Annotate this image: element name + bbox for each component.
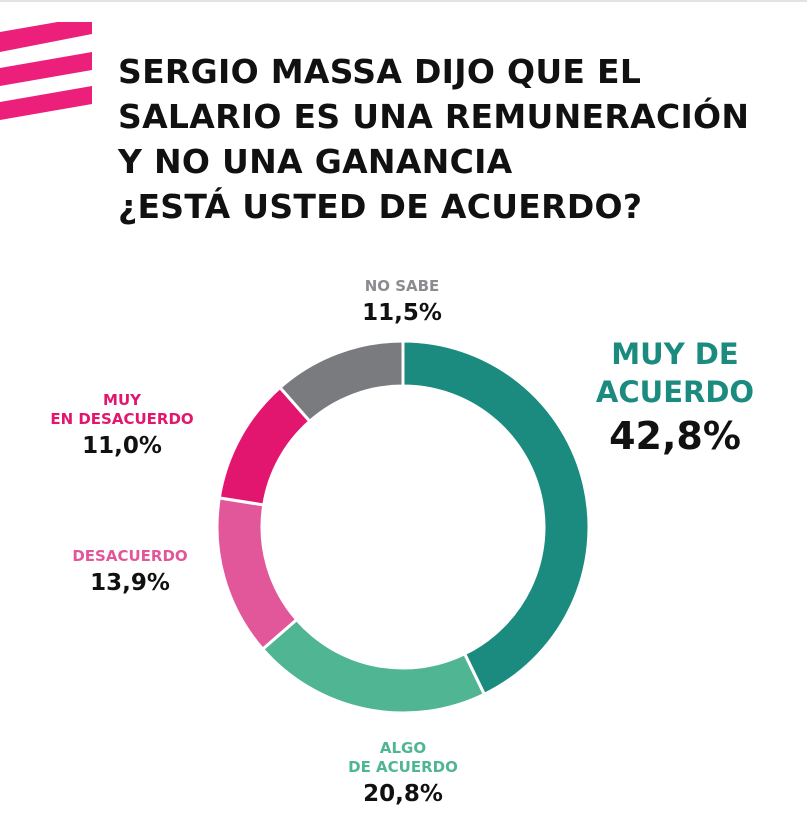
label-muy-en-desacuerdo-value: 11,0% — [82, 433, 162, 459]
label-muy-en-desacuerdo: MUY EN DESACUERDO 11,0% — [22, 391, 222, 461]
label-no-sabe-name: NO SABE — [364, 277, 440, 295]
title-line-2: SALARIO ES UNA REMUNERACIÓN — [118, 97, 750, 136]
label-desacuerdo-value: 13,9% — [90, 570, 170, 596]
slice-desacuerdo — [215, 496, 299, 652]
label-algo-de-acuerdo-value: 20,8% — [363, 781, 443, 807]
label-muy-en-desacuerdo-name-1: MUY — [103, 391, 141, 409]
label-muy-en-desacuerdo-name-2: EN DESACUERDO — [50, 410, 194, 428]
title-line-1: SERGIO MASSA DIJO QUE EL — [118, 52, 642, 91]
title-line-3: Y NO UNA GANANCIA — [118, 142, 513, 181]
label-muy-de-acuerdo-name-1: MUY DE — [611, 337, 739, 371]
label-muy-de-acuerdo-value: 42,8% — [609, 414, 741, 458]
title-line-4: ¿ESTÁ USTED DE ACUERDO? — [118, 187, 643, 226]
label-desacuerdo: DESACUERDO 13,9% — [40, 547, 220, 598]
top-rule — [0, 0, 807, 2]
label-desacuerdo-name: DESACUERDO — [72, 547, 188, 565]
label-muy-de-acuerdo: MUY DE ACUERDO 42,8% — [565, 335, 785, 459]
label-algo-de-acuerdo-name-1: ALGO — [379, 739, 427, 757]
slice-algo-de-acuerdo — [260, 617, 487, 715]
label-muy-de-acuerdo-name-2: ACUERDO — [595, 375, 755, 409]
label-no-sabe: NO SABE 11,5% — [322, 277, 482, 328]
brand-logo-icon — [0, 22, 92, 120]
label-algo-de-acuerdo-name-2: DE ACUERDO — [348, 758, 458, 776]
slice-no-sabe — [277, 339, 405, 424]
slice-muy-de-acuerdo — [401, 339, 591, 697]
chart-title: SERGIO MASSA DIJO QUE EL SALARIO ES UNA … — [118, 49, 798, 229]
label-algo-de-acuerdo: ALGO DE ACUERDO 20,8% — [303, 739, 503, 809]
label-no-sabe-value: 11,5% — [362, 300, 442, 326]
